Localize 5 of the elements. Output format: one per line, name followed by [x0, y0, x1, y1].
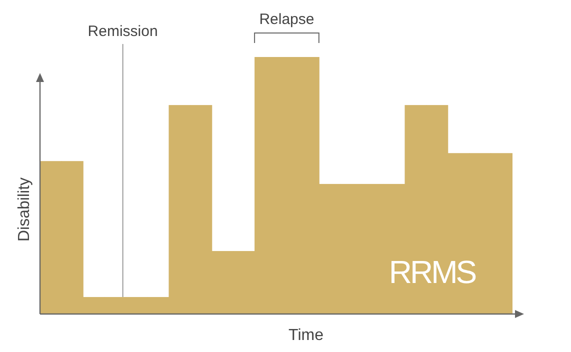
y-axis-title: Disability: [16, 177, 33, 242]
text: Remission: [88, 23, 158, 40]
text: Relapse: [259, 11, 314, 28]
x-axis-title: Time: [288, 327, 324, 344]
annotation: RRMS: [388, 254, 476, 290]
